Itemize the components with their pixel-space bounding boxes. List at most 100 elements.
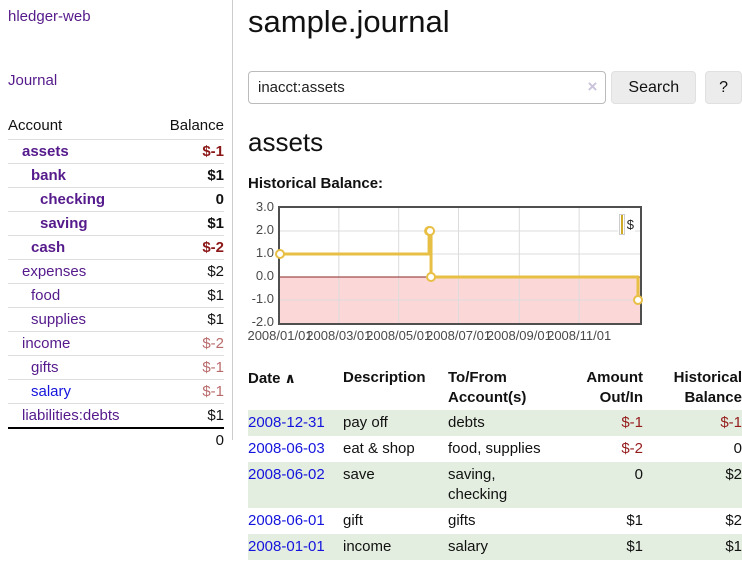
- transaction-date-link[interactable]: 2008-06-01: [248, 512, 325, 529]
- account-row: income $-2: [8, 331, 224, 356]
- account-balance: $-2: [202, 335, 224, 352]
- account-link[interactable]: expenses: [22, 263, 87, 280]
- y-axis-tick-label: -1.0: [251, 291, 274, 306]
- account-row: salary $-1: [8, 379, 224, 404]
- account-link[interactable]: bank: [31, 167, 67, 184]
- account-row: expenses $2: [8, 259, 224, 284]
- transaction-description: save: [343, 466, 375, 483]
- x-axis-tick-label: 2008/09/01: [486, 328, 552, 343]
- account-balance: $-1: [202, 359, 224, 376]
- search-form: × Search ?: [248, 71, 742, 104]
- transaction-balance: $2: [725, 466, 742, 483]
- x-axis-tick-label: 2008/01/01: [247, 328, 313, 343]
- account-row: checking 0: [8, 187, 224, 212]
- table-header-accounts: To/From Account(s): [448, 369, 527, 406]
- account-link[interactable]: liabilities:debts: [22, 407, 120, 424]
- table-row: 2008-06-01 gift gifts $1 $2: [248, 508, 742, 534]
- transaction-balance: $1: [725, 538, 742, 555]
- account-link[interactable]: assets: [22, 143, 69, 160]
- legend-swatch-icon: [618, 214, 625, 235]
- transaction-date-link[interactable]: 2008-06-02: [248, 466, 325, 483]
- account-row: liabilities:debts $1: [8, 403, 224, 429]
- transaction-balance: $-1: [720, 414, 742, 431]
- table-row: 2008-01-01 income salary $1 $1: [248, 534, 742, 560]
- account-link[interactable]: cash: [31, 239, 66, 256]
- transaction-amount: $-1: [621, 414, 643, 431]
- search-input[interactable]: [248, 71, 607, 104]
- nav-journal-link[interactable]: Journal: [8, 72, 58, 89]
- account-row: assets $-1: [8, 139, 224, 164]
- register-table: Date ∧ Description To/From Account(s) Amo…: [248, 366, 742, 560]
- balance-column-header: Balance: [169, 117, 224, 134]
- account-row: food $1: [8, 283, 224, 308]
- transaction-date-link[interactable]: 2008-12-31: [248, 414, 325, 431]
- table-header-date[interactable]: Date ∧: [248, 370, 296, 387]
- transaction-accounts: salary: [448, 538, 489, 555]
- table-row: 2008-06-02 save saving, checking 0 $2: [248, 462, 742, 508]
- x-axis-tick-label: 2008/05/01: [366, 328, 432, 343]
- account-row: cash $-2: [8, 235, 224, 260]
- transaction-balance: 0: [733, 440, 742, 457]
- transaction-description: gift: [343, 512, 364, 529]
- table-header-balance: Historical Balance: [673, 369, 742, 406]
- transaction-date-link[interactable]: 2008-01-01: [248, 538, 325, 555]
- app-title-link[interactable]: hledger-web: [8, 8, 91, 25]
- y-axis-tick-label: -2.0: [251, 314, 274, 329]
- main-panel: sample.journal × Search ? assets Histori…: [247, 0, 742, 560]
- transaction-accounts: debts: [448, 414, 485, 431]
- legend-series-label: $: [626, 217, 634, 232]
- y-axis-tick-label: 2.0: [255, 222, 274, 237]
- sidebar: hledger-web Journal Account Balance asse…: [0, 0, 233, 449]
- transaction-description: eat & shop: [343, 440, 415, 457]
- transaction-amount: 0: [634, 466, 643, 483]
- chart-legend: $: [617, 213, 635, 236]
- total-row: 0: [8, 428, 224, 452]
- chart-canvas: [275, 208, 643, 323]
- clear-search-icon[interactable]: ×: [587, 77, 598, 96]
- account-link[interactable]: saving: [40, 215, 88, 232]
- account-balance: $1: [207, 167, 224, 184]
- account-balance: $-2: [202, 239, 224, 256]
- transaction-balance: $2: [725, 512, 742, 529]
- page-title: sample.journal: [248, 4, 450, 39]
- account-row: saving $1: [8, 211, 224, 236]
- account-link[interactable]: checking: [40, 191, 106, 208]
- y-axis-tick-label: 0.0: [255, 268, 274, 283]
- y-axis-tick-label: 1.0: [255, 245, 274, 260]
- search-button[interactable]: Search: [611, 71, 697, 104]
- account-balance: $1: [207, 311, 224, 328]
- account-link[interactable]: food: [31, 287, 61, 304]
- transaction-date-link[interactable]: 2008-06-03: [248, 440, 325, 457]
- balance-chart: $ 3.0 2.0 1.0 0.0 -1.0 -2.0 2008/01/01 2008/03/…: [247, 199, 742, 343]
- table-header-description: Description: [343, 369, 426, 386]
- account-link[interactable]: supplies: [31, 311, 87, 328]
- search-box: ×: [248, 71, 607, 104]
- transaction-amount: $-2: [621, 440, 643, 457]
- account-row: supplies $1: [8, 307, 224, 332]
- transaction-accounts: gifts: [448, 512, 476, 529]
- account-balance: $1: [207, 407, 224, 424]
- help-button[interactable]: ?: [705, 71, 742, 104]
- table-header-amount: Amount Out/In: [586, 369, 643, 406]
- account-balance: 0: [215, 191, 224, 208]
- account-balance: $1: [207, 287, 224, 304]
- account-link[interactable]: salary: [31, 383, 72, 400]
- transaction-accounts: food, supplies: [448, 440, 541, 457]
- table-row: 2008-06-03 eat & shop food, supplies $-2 0: [248, 436, 742, 462]
- account-link[interactable]: gifts: [31, 359, 59, 376]
- transaction-description: income: [343, 538, 392, 555]
- account-balance: $2: [207, 263, 224, 280]
- table-row: 2008-12-31 pay off debts $-1 $-1: [248, 410, 742, 436]
- transaction-amount: $1: [626, 538, 643, 555]
- chart-title: Historical Balance:: [248, 175, 384, 192]
- sort-asc-icon: ∧: [284, 370, 296, 386]
- y-axis-tick-label: 3.0: [255, 199, 274, 214]
- account-column-header: Account: [8, 117, 63, 134]
- account-row: gifts $-1: [8, 355, 224, 380]
- x-axis-tick-label: 2008/03/01: [306, 328, 372, 343]
- account-row: bank $1: [8, 163, 224, 188]
- account-balance: $-1: [202, 143, 224, 160]
- transaction-accounts: saving, checking: [448, 466, 508, 503]
- account-link[interactable]: income: [22, 335, 71, 352]
- transaction-amount: $1: [626, 512, 643, 529]
